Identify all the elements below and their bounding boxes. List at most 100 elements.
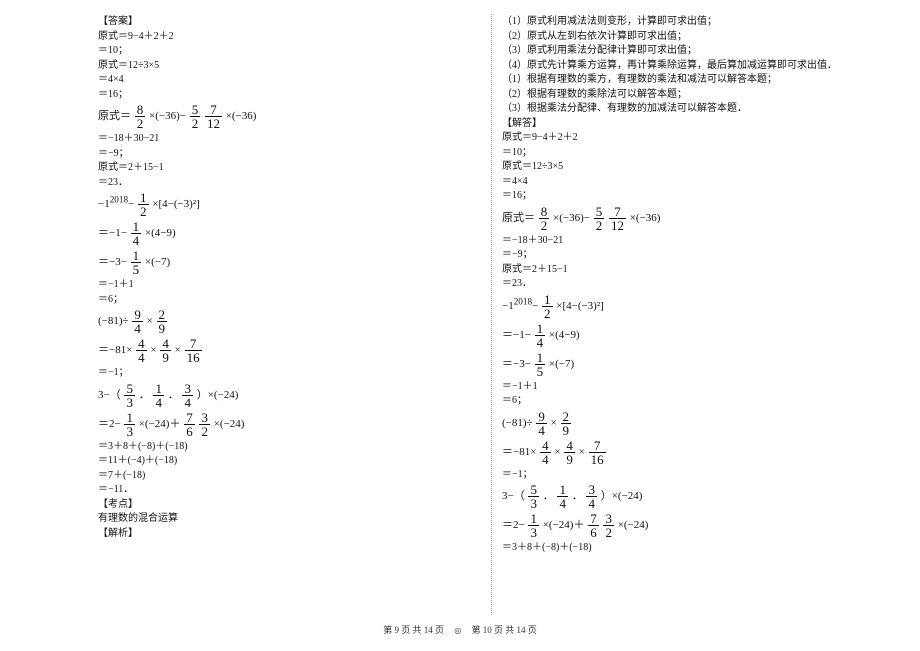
fraction: 44 (540, 439, 551, 466)
fraction: 52 (594, 205, 605, 232)
text-fragment: × (147, 315, 153, 327)
text-fragment: ×(−36)− (149, 110, 186, 122)
fraction: 34 (586, 483, 597, 510)
text-fragment: ＝−3− (98, 256, 127, 268)
text-fragment: (−81)÷ (502, 417, 533, 429)
fraction: 13 (528, 512, 539, 539)
text-line: 原式＝9−4＋2＋2 (98, 30, 478, 44)
text-line: 原式＝12÷3×5 (502, 160, 882, 174)
text-line: （1）原式利用减法法则变形，计算即可求出值； (502, 15, 882, 29)
footer-sep: ◎ (454, 626, 461, 635)
superscript: 2018 (514, 296, 532, 306)
text-line: ＝16； (502, 189, 882, 203)
text-fragment: ×(−24) (214, 418, 245, 430)
jiexi-tag: 【解析】 (98, 527, 478, 541)
fraction: 94 (132, 308, 143, 335)
column-divider (491, 14, 492, 615)
text-line: ＝−1； (502, 468, 882, 482)
text-line: ＝−18＋30−21 (98, 132, 478, 146)
fraction: 15 (535, 351, 546, 378)
text-line: （3）原式利用乘法分配律计算即可求出值； (502, 44, 882, 58)
text-line: （1）根据有理数的乘方，有理数的乘法和减法可以解答本题； (502, 73, 882, 87)
text-fragment: ×[4−(−3)²] (556, 300, 604, 312)
text-line: ＝4×4 (98, 73, 478, 87)
frac-expression: −12018− 12 ×[4−(−3)²] (98, 191, 478, 218)
text-line: ＝7＋(−18) (98, 469, 478, 483)
frac-expression: 原式＝ 82 ×(−36)− 52 712 ×(−36) (98, 103, 478, 130)
frac-expression: 3−（ 53 ． 14 ． 34 ）×(−24) (502, 483, 882, 510)
text-fragment: ）×(−24) (601, 490, 643, 502)
right-column: （1）原式利用减法法则变形，计算即可求出值； （2）原式从左到右依次计算即可求出… (502, 14, 882, 615)
frac-expression: (−81)÷ 94 × 29 (502, 410, 882, 437)
fraction: 34 (182, 382, 193, 409)
text-line: 原式＝2＋15−1 (502, 263, 882, 277)
text-line: ＝−1＋1 (502, 380, 882, 394)
frac-expression: ＝−81× 44 × 49 × 716 (98, 337, 478, 364)
fraction: 82 (539, 205, 550, 232)
text-fragment: ＝2− (502, 519, 525, 531)
text-fragment: ×(−36)− (553, 212, 590, 224)
frac-expression: ＝−3− 15 ×(−7) (98, 249, 478, 276)
answer-tag: 【答案】 (98, 15, 478, 29)
page: 【答案】 原式＝9−4＋2＋2 ＝10； 原式＝12÷3×5 ＝4×4 ＝16；… (0, 0, 920, 651)
text-line: 原式＝12÷3×5 (98, 59, 478, 73)
fraction: 49 (160, 337, 171, 364)
text-line: ＝4×4 (502, 175, 882, 189)
fraction: 712 (609, 205, 626, 232)
text-fragment: ． (139, 389, 150, 401)
frac-expression: ＝2− 13 ×(−24)＋ 76 32 ×(−24) (502, 512, 882, 539)
text-line: ＝−9； (502, 248, 882, 262)
text-line: ＝−9； (98, 147, 478, 161)
text-fragment: ×(−24)＋ (543, 519, 585, 531)
text-fragment: − (532, 300, 538, 312)
fraction: 82 (135, 103, 146, 130)
text-fragment: × (551, 417, 557, 429)
text-fragment: ×(−7) (145, 256, 170, 268)
frac-expression: 3−（ 53 ． 14 ． 34 ）×(−24) (98, 382, 478, 409)
fraction: 14 (131, 220, 142, 247)
fraction: 44 (136, 337, 147, 364)
frac-expression: ＝−81× 44 × 49 × 716 (502, 439, 882, 466)
text-line: ＝−1＋1 (98, 278, 478, 292)
text-fragment: × (579, 446, 585, 458)
text-fragment: −1 (98, 198, 110, 210)
text-fragment: ×(−36) (226, 110, 257, 122)
text-line: ＝−1； (98, 366, 478, 380)
fraction: 14 (535, 322, 546, 349)
fraction: 76 (184, 411, 195, 438)
text-fragment: ． (168, 389, 179, 401)
text-line: 原式＝2＋15−1 (98, 161, 478, 175)
text-fragment: ×(−24) (618, 519, 649, 531)
frac-expression: ＝−3− 15 ×(−7) (502, 351, 882, 378)
text-fragment: 3−（ (98, 389, 121, 401)
footer-left: 第 9 页 共 14 页 (383, 625, 444, 635)
text-line: ＝10； (502, 146, 882, 160)
text-line: （2）原式从左到右依次计算即可求出值； (502, 30, 882, 44)
fraction: 29 (561, 410, 572, 437)
text-fragment: ＝−3− (502, 358, 531, 370)
text-fragment: ×[4−(−3)²] (152, 198, 200, 210)
page-footer: 第 9 页 共 14 页 ◎ 第 10 页 共 14 页 (0, 624, 920, 637)
frac-expression: ＝−1− 14 ×(4−9) (502, 322, 882, 349)
text-line: ＝3＋8＋(−8)＋(−18) (98, 440, 478, 454)
text-fragment: ＝2− (98, 418, 121, 430)
text-fragment: − (128, 198, 134, 210)
text-line: ＝11＋(−4)＋(−18) (98, 454, 478, 468)
text-fragment: ＝−1− (98, 227, 127, 239)
fraction: 716 (589, 439, 606, 466)
fraction: 32 (199, 411, 210, 438)
text-line: （2）根据有理数的乘除法可以解答本题； (502, 88, 882, 102)
fraction: 716 (185, 337, 202, 364)
text-line: ＝6； (502, 394, 882, 408)
fraction: 12 (138, 191, 149, 218)
text-line: ＝3＋8＋(−8)＋(−18) (502, 541, 882, 555)
text-fragment: × (175, 344, 181, 356)
fraction: 712 (205, 103, 222, 130)
frac-expression: 原式＝ 82 ×(−36)− 52 712 ×(−36) (502, 205, 882, 232)
fraction: 15 (131, 249, 142, 276)
text-fragment: −1 (502, 300, 514, 312)
fraction: 12 (542, 293, 553, 320)
fraction: 13 (124, 411, 135, 438)
fraction: 29 (157, 308, 168, 335)
text-line: ＝16； (98, 88, 478, 102)
